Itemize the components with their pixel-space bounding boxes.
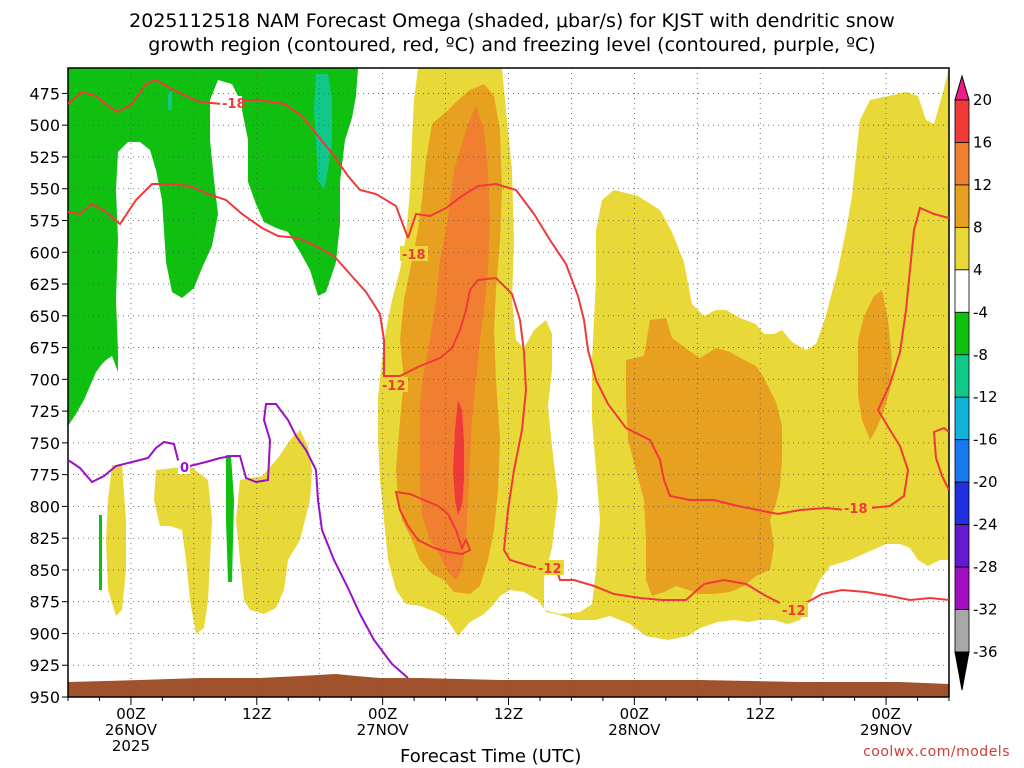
y-tick-label: 500: [29, 116, 60, 135]
omega-region-negative-12-a: [314, 74, 332, 190]
y-tick-label: 600: [29, 243, 60, 262]
y-axis: 475 500 525 550 575 600 625 650 675 700 725 750 775 8…: [29, 84, 68, 707]
colorbar-swatch: [954, 396, 970, 441]
y-tick-label: 650: [29, 307, 60, 326]
dendritic-contour-lower: [394, 490, 472, 556]
freezing-level-contour: [67, 403, 409, 679]
colorbar-label: 4: [973, 261, 983, 279]
dendritic-contour-lower-top: [68, 183, 557, 572]
chart-title-line-2: growth region (contoured, red, ºC) and f…: [148, 34, 876, 56]
colorbar-swatch: [954, 524, 970, 568]
colorbar-swatch: [954, 142, 970, 186]
x-axis-title: Forecast Time (UTC): [400, 746, 582, 767]
contour-label-bottom: -12: [538, 562, 562, 577]
omega-region-negative-8: [68, 68, 358, 426]
colorbar-swatch: [954, 609, 970, 653]
y-tick-label: 625: [29, 275, 60, 294]
x-tick-label: 12Z: [494, 705, 523, 723]
x-tick-label: 12Z: [746, 705, 775, 723]
x-tick-label: 00Z: [620, 705, 649, 723]
contour-label-right: -18: [844, 502, 868, 517]
colorbar-label: -24: [973, 516, 998, 534]
omega-region-negative-12-b: [168, 92, 172, 110]
colorbar-swatch: [954, 566, 970, 610]
y-tick-label: 550: [29, 180, 60, 199]
omega-region-positive-16: [453, 400, 464, 515]
colorbar-label: -32: [973, 601, 998, 619]
source-credit: coolwx.com/models: [863, 744, 1010, 760]
colorbar-label: -4: [973, 303, 988, 321]
terrain-surface: [68, 674, 949, 697]
y-tick-label: 850: [29, 561, 60, 580]
colorbar-label: -20: [973, 473, 998, 491]
x-tick-label: 2025: [112, 737, 150, 755]
contour-label-left: -12: [382, 379, 406, 394]
omega-region-positive-8-b: [626, 318, 782, 596]
x-tick-label: 29NOV: [860, 721, 913, 739]
x-tick-label: 28NOV: [608, 721, 661, 739]
contour-label-upper: -18: [222, 97, 246, 112]
dendritic-contours: [68, 78, 949, 608]
y-tick-label: 700: [29, 370, 60, 389]
colorbar-label: -28: [973, 558, 998, 576]
contour-label-bottom-right: -12: [782, 604, 806, 619]
colorbar-swatch: [954, 439, 970, 483]
omega-region-positive-4-d: [236, 430, 312, 614]
y-tick-label: 525: [29, 148, 60, 167]
x-tick-label: 26NOV: [105, 721, 158, 739]
y-tick-label: 950: [29, 688, 60, 707]
colorbar-swatch: [954, 99, 970, 143]
y-tick-label: 475: [29, 84, 60, 103]
colorbar-label: 12: [973, 176, 992, 194]
colorbar-label: 8: [973, 218, 983, 236]
x-tick-label: 12Z: [242, 705, 271, 723]
chart-title-line-1: 2025112518 NAM Forecast Omega (shaded, μ…: [129, 10, 895, 32]
y-tick-label: 675: [29, 339, 60, 358]
colorbar-swatch: [954, 184, 970, 228]
colorbar-swatch: [954, 269, 970, 313]
contour-label-freezing: 0: [180, 461, 189, 476]
colorbar: 20 16 12 8 4 -4 -8 -12 -16 -20 -24 -28 -32 -36: [954, 74, 998, 691]
colorbar-label: -12: [973, 388, 998, 406]
y-tick-label: 750: [29, 434, 60, 453]
omega-region-negative-8-b: [99, 515, 102, 590]
omega-region-positive-4-e: [928, 318, 949, 560]
dendritic-contour-bottom: [555, 567, 949, 608]
x-tick-label: 00Z: [871, 705, 900, 723]
colorbar-swatch: [954, 354, 970, 398]
dendritic-contour-upper-mid: [407, 182, 949, 516]
colorbar-swatch: [954, 311, 970, 356]
x-tick-label: 00Z: [116, 705, 145, 723]
y-tick-label: 800: [29, 497, 60, 516]
y-tick-label: 825: [29, 529, 60, 548]
colorbar-label: -8: [973, 346, 988, 364]
omega-region-positive-8-c: [858, 290, 892, 440]
colorbar-label: 16: [973, 133, 992, 151]
y-tick-label: 575: [29, 211, 60, 230]
colorbar-swatch: [954, 226, 970, 271]
x-tick-label: 27NOV: [357, 721, 410, 739]
y-tick-label: 925: [29, 656, 60, 675]
colorbar-extend-bottom: [954, 651, 970, 691]
omega-region-negative-8-c: [226, 455, 234, 582]
colorbar-label: -16: [973, 431, 998, 449]
y-tick-label: 875: [29, 593, 60, 612]
colorbar-label: -36: [973, 643, 998, 661]
omega-region-positive-4-c: [154, 466, 212, 634]
colorbar-extend-top: [954, 74, 970, 101]
omega-region-positive-4-b: [106, 465, 126, 616]
y-tick-label: 775: [29, 466, 60, 485]
x-tick-label: 00Z: [368, 705, 397, 723]
contour-labels: -18 -18 -12 -12 -12 -18 0: [178, 96, 872, 619]
colorbar-swatch: [954, 481, 970, 526]
dendritic-contour-right-edge: [932, 426, 949, 491]
contour-label-mid: -18: [402, 248, 426, 263]
colorbar-label: 20: [973, 91, 992, 109]
y-tick-label: 900: [29, 624, 60, 643]
y-tick-label: 725: [29, 402, 60, 421]
